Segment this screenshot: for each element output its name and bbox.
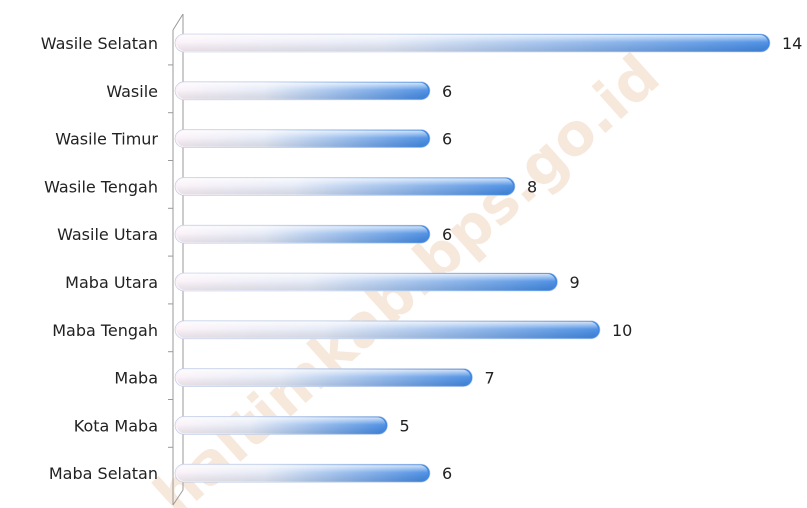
- category-label: Wasile: [106, 82, 158, 101]
- category-label: Maba Selatan: [49, 464, 158, 483]
- category-label: Wasile Selatan: [41, 34, 158, 53]
- category-labels: Wasile Selatan Wasile Wasile Timur Wasile T…: [41, 34, 159, 483]
- value-label: 9: [570, 273, 580, 292]
- category-label: Maba Tengah: [52, 321, 158, 340]
- value-label: 6: [442, 464, 452, 483]
- category-label: Maba Utara: [65, 273, 158, 292]
- value-labels: 14 6 6 8 6 9 10 7 5 6: [400, 34, 803, 483]
- category-label: Maba: [114, 369, 158, 388]
- value-label: 8: [527, 177, 537, 196]
- value-label: 6: [442, 225, 452, 244]
- bar-highlight: [177, 35, 768, 51]
- bar-highlight: [177, 417, 386, 434]
- bars-group: [174, 33, 771, 483]
- value-label: 7: [485, 369, 495, 388]
- bar-highlight: [177, 178, 513, 195]
- bar-highlight: [177, 82, 428, 99]
- bar-highlight: [177, 274, 556, 290]
- value-label: 14: [782, 34, 802, 53]
- value-label: 6: [442, 130, 452, 149]
- value-label: 5: [400, 416, 410, 435]
- value-label: 10: [612, 321, 632, 340]
- value-label: 6: [442, 82, 452, 101]
- category-label: Wasile Utara: [57, 225, 158, 244]
- bar-highlight: [177, 321, 598, 338]
- bar-highlight: [177, 369, 471, 386]
- category-label: Kota Maba: [74, 416, 158, 435]
- category-label: Wasile Timur: [55, 130, 158, 149]
- bar-highlight: [177, 465, 428, 482]
- category-label: Wasile Tengah: [44, 177, 158, 196]
- bar-highlight: [177, 226, 428, 243]
- bar-highlight: [177, 130, 428, 147]
